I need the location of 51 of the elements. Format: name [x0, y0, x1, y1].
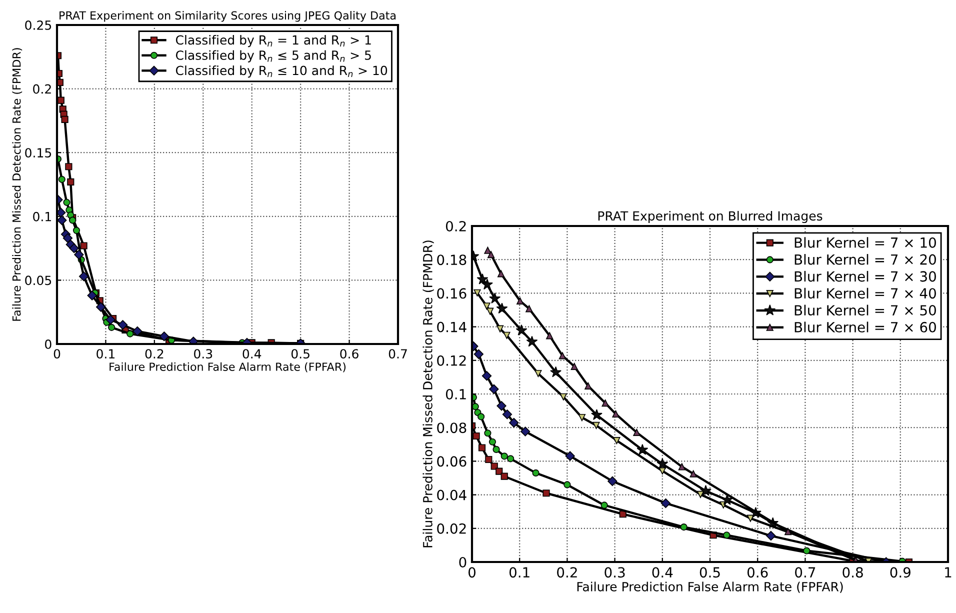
- x-tick-label: 0.2: [557, 567, 577, 578]
- x-tick-label: 0.2: [145, 349, 164, 359]
- y-tick-label: 0.25: [25, 20, 52, 30]
- x-tick-label: 0.5: [700, 567, 720, 578]
- x-tick-label: 0: [54, 349, 60, 359]
- y-tick-label: 0.15: [25, 148, 52, 158]
- y-tick-label: 0.1: [33, 212, 51, 222]
- y-tick-label: 0.04: [437, 490, 466, 500]
- y-tick-label: 0.05: [25, 276, 52, 286]
- x-axis-title: Failure Prediction False Alarm Rate (FPFAR): [577, 582, 843, 593]
- y-axis-title: Failure Prediction Missed Detection Rate (FPMDR): [12, 48, 22, 321]
- x-tick-label: 1: [945, 567, 952, 578]
- legend-label: Blur Kernel = 7 × 30: [794, 270, 936, 282]
- x-tick-label: 0.6: [747, 567, 768, 578]
- y-tick-label: 0.08: [437, 422, 466, 434]
- chart-title: PRAT Experiment on Blurred Images: [598, 210, 822, 224]
- x-tick-label: 0.1: [96, 349, 114, 359]
- x-tick-label: 0.9: [890, 567, 910, 578]
- x-tick-label: 0.7: [795, 567, 816, 578]
- x-tick-label: 0.3: [194, 349, 212, 359]
- legend-label: Classified by R$_{n}$ = 1 and R$_{n}$ > 1: [176, 35, 371, 48]
- legend-label: Blur Kernel = 7 × 60: [794, 322, 936, 332]
- x-tick-label: 0.1: [509, 567, 530, 578]
- x-tick-label: 0: [468, 567, 476, 578]
- x-tick-label: 0.6: [340, 349, 358, 359]
- legend-label: Classified by R$_{n}$ ≤ 10 and R$_{n}$ > 10: [176, 66, 388, 78]
- y-tick-label: 0.18: [437, 254, 466, 266]
- legend-label: Blur Kernel = 7 × 50: [794, 304, 936, 316]
- y-tick-label: 0: [459, 556, 466, 568]
- chart-title: PRAT Experiment on Similarity Scores using JPEG Qality Data: [60, 11, 396, 22]
- legend-label: Blur Kernel = 7 × 20: [794, 254, 936, 265]
- x-axis-title: Failure Prediction False Alarm Rate (FPFAR): [110, 362, 346, 372]
- x-tick-label: 0.5: [291, 349, 310, 359]
- y-tick-label: 0.06: [437, 456, 466, 467]
- x-tick-label: 0.7: [388, 349, 407, 359]
- y-tick-label: 0.16: [437, 288, 466, 299]
- y-tick-label: 0.2: [446, 220, 466, 232]
- y-tick-label: 0.02: [437, 523, 466, 534]
- y-tick-label: 0.14: [437, 322, 466, 332]
- x-tick-label: 0.3: [604, 567, 625, 578]
- x-tick-label: 0.4: [242, 349, 262, 359]
- y-tick-label: 0.2: [33, 84, 51, 94]
- legend-label: Classified by R$_{n}$ ≤ 5 and R$_{n}$ > 5: [176, 50, 371, 62]
- legend-label: Blur Kernel = 7 × 10: [794, 237, 936, 248]
- x-tick-label: 0.8: [842, 567, 863, 578]
- y-axis-title: Failure Prediction Missed Detection Rate (FPMDR): [422, 240, 434, 548]
- y-tick-label: 0.1: [446, 388, 466, 400]
- y-tick-label: 0: [45, 339, 52, 349]
- y-tick-label: 0.12: [437, 355, 466, 366]
- legend-label: Blur Kernel = 7 × 40: [794, 288, 936, 299]
- x-tick-label: 0.4: [652, 567, 673, 578]
